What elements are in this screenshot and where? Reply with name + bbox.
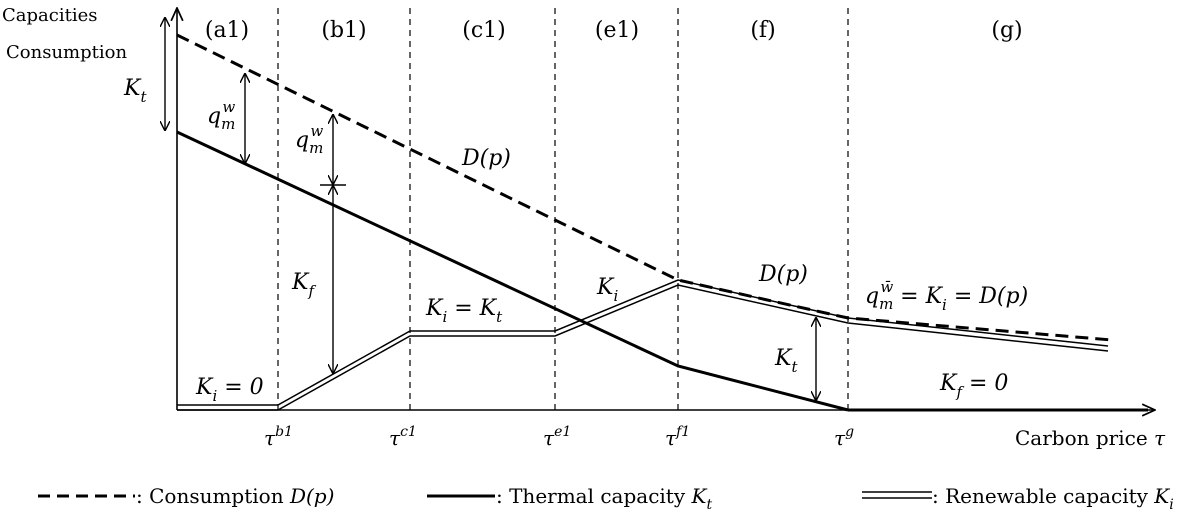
demand-label-upper: D(p) [461,146,511,171]
ki-e1-label: Ki [596,275,618,305]
threshold-g: τg [834,424,854,450]
kt-left-label: Kt [123,76,147,106]
region-boundaries [277,8,849,410]
renewable-capacity-line-lower [177,284,1109,411]
legend-thermal-label: : Thermal capacity Kt [496,484,712,513]
threshold-e1: τe1 [543,424,571,450]
kf-zero-label: Kf = 0 [939,371,1008,401]
region-label-f: (f) [750,18,775,43]
kt-f-label: Kt [774,346,798,376]
threshold-b1: τb1 [264,424,293,450]
threshold-c1: τc1 [389,424,417,450]
region-label-c1: (c1) [462,18,505,43]
qmw-a1-label: qmw [207,98,235,133]
renewable-capacity-curve [177,279,1109,411]
legend: : Consumption D(p) : Thermal capacity Kt… [38,484,1174,513]
demand-label-f: D(p) [758,262,808,287]
legend-consumption-label: : Consumption D(p) [136,484,334,508]
region-label-a1: (a1) [205,18,249,43]
threshold-f1: τf1 [665,424,690,450]
qmwbar-equals-label: qmw̄ = Ki = D(p) [865,278,1028,314]
region-label-e1: (e1) [595,18,639,43]
ki-zero-label: Ki = 0 [195,375,264,405]
ki-equals-kt-label: Ki = Kt [425,296,503,326]
renewable-capacity-line-upper [177,279,1109,406]
thermal-capacity-curve [176,130,849,412]
legend-renewable-label: : Renewable capacity Ki [932,484,1174,513]
x-axis-label: Carbon price τ [1015,426,1166,450]
qmw-b1-label: qmw [295,122,323,157]
kf-label: Kf [291,270,316,300]
region-label-b1: (b1) [321,18,366,43]
y-axis-label-line2: Consumption [6,42,127,63]
consumption-curve [176,33,1113,342]
region-label-g: (g) [991,18,1022,43]
y-axis-label-line1: Capacities [2,5,97,26]
